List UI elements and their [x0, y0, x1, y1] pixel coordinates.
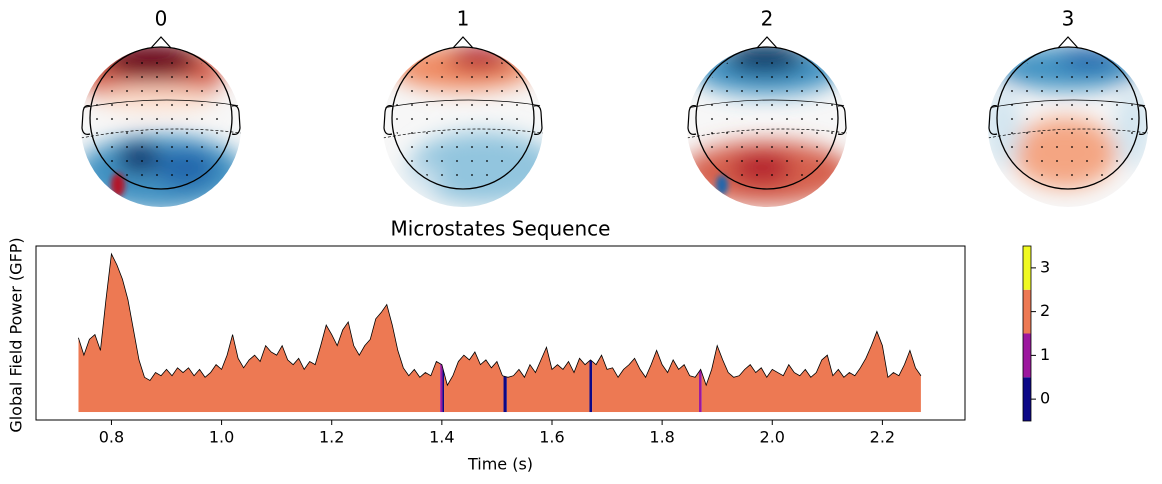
x-tick-label: 2.2	[870, 428, 895, 447]
topomap-field	[687, 47, 847, 207]
colorbar-band	[1023, 289, 1031, 334]
state-segment	[503, 253, 507, 413]
ear	[533, 105, 543, 135]
nose	[756, 36, 778, 49]
head	[695, 46, 839, 190]
head	[996, 46, 1140, 190]
ear	[687, 105, 697, 135]
topomap-field	[81, 47, 241, 207]
colorbar: 0 1 2 3	[1022, 245, 1050, 422]
ear	[383, 105, 393, 135]
state-segments	[78, 253, 921, 413]
gfp-line	[78, 252, 922, 387]
ear	[837, 105, 847, 135]
colorbar-frame	[1022, 245, 1032, 422]
ear	[988, 105, 998, 135]
colorbar-band	[1023, 333, 1031, 378]
plot-frame	[35, 245, 966, 421]
state-segment	[444, 253, 504, 413]
field-spot	[716, 175, 728, 195]
nose	[150, 36, 172, 49]
topomap: 0	[81, 7, 241, 207]
colorbar-tick-label: 3	[1040, 257, 1050, 276]
colorbar-band	[1023, 246, 1031, 290]
chart-title: Microstates Sequence	[391, 217, 611, 241]
x-tick-label: 1.2	[319, 428, 344, 447]
head	[89, 46, 233, 190]
x-axis-label: Time (s)	[467, 455, 533, 474]
x-tick-label: 2.0	[760, 428, 785, 447]
colorbar-tick-label: 2	[1040, 301, 1050, 320]
sensors	[395, 50, 531, 186]
colorbar-tick-label: 1	[1040, 345, 1050, 364]
topomap: 3	[988, 7, 1148, 207]
x-tick-label: 1.4	[429, 428, 454, 447]
state-segment	[506, 253, 590, 413]
x-tick-label: 1.6	[539, 428, 564, 447]
topomaps: 0 1 2 3	[81, 7, 1148, 207]
state-segment	[78, 253, 441, 413]
x-tick-label: 1.0	[209, 428, 234, 447]
ear	[81, 105, 91, 135]
state-segment	[701, 253, 921, 413]
colorbar-band	[1023, 377, 1031, 421]
topomap-title: 2	[761, 7, 774, 31]
state-segment	[699, 253, 702, 413]
state-segment	[440, 253, 443, 413]
topomap-title: 3	[1062, 7, 1075, 31]
topomap-title: 0	[155, 7, 168, 31]
gfp-plot: 0.8 1.0 1.2 1.4 1.6 1.8 2.0 2.2 Microstates Sequ…	[7, 217, 1051, 474]
x-tick-label: 0.8	[99, 428, 124, 447]
colorbar-tick-label: 0	[1040, 389, 1050, 408]
topomap: 1	[383, 7, 543, 207]
x-tick-label: 1.8	[649, 428, 674, 447]
nose	[452, 36, 474, 49]
state-segment	[442, 253, 445, 413]
topomap: 2	[687, 7, 847, 207]
y-axis-label: Global Field Power (GFP)	[7, 237, 26, 432]
sensors	[1000, 50, 1136, 186]
topomap-field	[383, 47, 543, 207]
head	[391, 46, 535, 190]
field-spot	[111, 173, 125, 197]
sensors	[93, 50, 229, 186]
state-segment	[592, 253, 700, 413]
nose	[1057, 36, 1079, 49]
topomap-field	[988, 47, 1148, 207]
sensors	[699, 50, 835, 186]
topomap-title: 1	[457, 7, 470, 31]
ear	[231, 105, 241, 135]
state-segment	[589, 253, 593, 413]
ear	[1138, 105, 1148, 135]
